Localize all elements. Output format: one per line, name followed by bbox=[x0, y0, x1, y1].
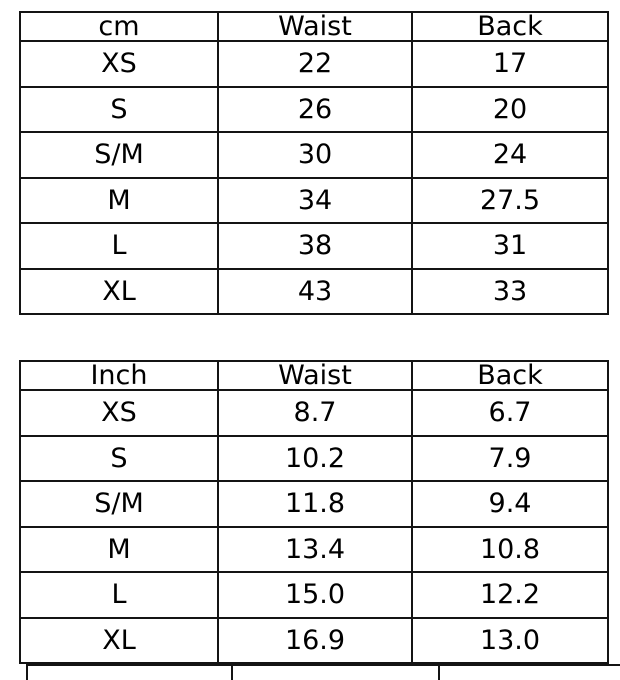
partial-table-divider-2 bbox=[438, 666, 440, 680]
size-cell-label: XS bbox=[19, 389, 219, 437]
size-cell-value: 30 bbox=[217, 131, 413, 179]
table-row: S 10.2 7.9 bbox=[19, 434, 609, 482]
header-cell-value: Waist bbox=[217, 360, 413, 391]
header-cell-value: Waist bbox=[217, 11, 413, 42]
table-row: XL 43 33 bbox=[19, 267, 609, 315]
size-cell-label: S bbox=[19, 434, 219, 482]
partial-third-table bbox=[26, 664, 620, 680]
size-table-inch: Inch Waist Back XS 8.7 6.7 S 10.2 7.9 S/M 11.8 9.4 M… bbox=[19, 360, 609, 664]
table-row: S/M 30 24 bbox=[19, 131, 609, 179]
header-cell-value: Back bbox=[411, 11, 609, 42]
partial-table-border-left bbox=[26, 666, 28, 680]
table-row: L 38 31 bbox=[19, 222, 609, 270]
size-cell-label: M bbox=[19, 176, 219, 224]
size-cell-value: 13.0 bbox=[411, 616, 609, 664]
size-cell-value: 13.4 bbox=[217, 525, 413, 573]
table-row: M 13.4 10.8 bbox=[19, 525, 609, 573]
size-cell-value: 34 bbox=[217, 176, 413, 224]
table-header-row: cm Waist Back bbox=[19, 11, 609, 42]
size-cell-label: L bbox=[19, 571, 219, 619]
size-cell-label: XL bbox=[19, 267, 219, 315]
size-cell-label: XL bbox=[19, 616, 219, 664]
size-cell-value: 24 bbox=[411, 131, 609, 179]
table-row: S/M 11.8 9.4 bbox=[19, 480, 609, 528]
table-row: XS 22 17 bbox=[19, 40, 609, 88]
size-cell-value: 8.7 bbox=[217, 389, 413, 437]
table-row: XL 16.9 13.0 bbox=[19, 616, 609, 664]
size-cell-value: 7.9 bbox=[411, 434, 609, 482]
size-cell-value: 16.9 bbox=[217, 616, 413, 664]
table-header-row: Inch Waist Back bbox=[19, 360, 609, 391]
table-row: XS 8.7 6.7 bbox=[19, 389, 609, 437]
size-cell-label: S/M bbox=[19, 131, 219, 179]
partial-table-divider-1 bbox=[231, 666, 233, 680]
size-cell-value: 31 bbox=[411, 222, 609, 270]
size-table-cm: cm Waist Back XS 22 17 S 26 20 S/M 30 24 M 34 27.5 L 38 3… bbox=[19, 11, 609, 315]
header-cell-label: Inch bbox=[19, 360, 219, 391]
size-cell-value: 26 bbox=[217, 85, 413, 133]
size-cell-label: S/M bbox=[19, 480, 219, 528]
header-cell-value: Back bbox=[411, 360, 609, 391]
size-cell-value: 10.2 bbox=[217, 434, 413, 482]
size-cell-value: 9.4 bbox=[411, 480, 609, 528]
size-cell-value: 22 bbox=[217, 40, 413, 88]
size-cell-value: 43 bbox=[217, 267, 413, 315]
size-cell-value: 27.5 bbox=[411, 176, 609, 224]
size-cell-value: 17 bbox=[411, 40, 609, 88]
size-cell-value: 33 bbox=[411, 267, 609, 315]
table-row: L 15.0 12.2 bbox=[19, 571, 609, 619]
size-cell-label: L bbox=[19, 222, 219, 270]
size-cell-value: 20 bbox=[411, 85, 609, 133]
table-row: M 34 27.5 bbox=[19, 176, 609, 224]
size-cell-value: 10.8 bbox=[411, 525, 609, 573]
size-cell-value: 15.0 bbox=[217, 571, 413, 619]
size-cell-label: XS bbox=[19, 40, 219, 88]
size-cell-label: S bbox=[19, 85, 219, 133]
size-cell-value: 11.8 bbox=[217, 480, 413, 528]
table-row: S 26 20 bbox=[19, 85, 609, 133]
size-cell-value: 12.2 bbox=[411, 571, 609, 619]
size-cell-value: 6.7 bbox=[411, 389, 609, 437]
size-cell-label: M bbox=[19, 525, 219, 573]
header-cell-label: cm bbox=[19, 11, 219, 42]
size-cell-value: 38 bbox=[217, 222, 413, 270]
